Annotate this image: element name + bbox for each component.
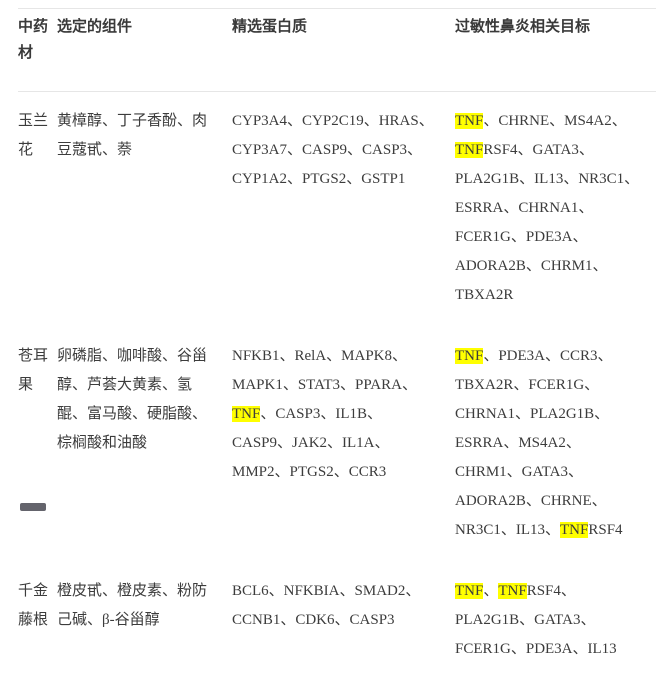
proteins-cell: NFKB1、RelA、MAPK8、MAPK1、STAT3、PPARA、TNF、C… bbox=[232, 348, 417, 480]
herb-protein-target-table-wrap: 中药材 选定的组件 精选蛋白质 过敏性鼻炎相关目标 玉兰花 黄樟醇、丁子香酚、肉… bbox=[18, 8, 656, 681]
proteins-cell: CYP3A4、CYP2C19、HRAS、CYP3A7、CASP9、CASP3、C… bbox=[232, 113, 434, 187]
components-cell: 橙皮甙、橙皮素、粉防己碱、β-谷甾醇 bbox=[57, 583, 208, 628]
cropped-bottom-artifact bbox=[20, 503, 46, 511]
column-header-targets: 过敏性鼻炎相关目标 bbox=[455, 8, 656, 92]
table-row: 千金藤根 橙皮甙、橙皮素、粉防己碱、β-谷甾醇 BCL6、NFKBIA、SMAD… bbox=[18, 562, 656, 681]
column-header-components: 选定的组件 bbox=[57, 8, 232, 92]
herb-protein-target-table: 中药材 选定的组件 精选蛋白质 过敏性鼻炎相关目标 玉兰花 黄樟醇、丁子香酚、肉… bbox=[18, 8, 656, 681]
highlighted-term: TNF bbox=[455, 583, 484, 599]
column-header-proteins: 精选蛋白质 bbox=[232, 8, 455, 92]
table-row: 玉兰花 黄樟醇、丁子香酚、肉豆蔻甙、萘 CYP3A4、CYP2C19、HRAS、… bbox=[18, 92, 656, 328]
highlighted-term: TNF bbox=[455, 348, 484, 364]
paper-table-page: 中药材 选定的组件 精选蛋白质 过敏性鼻炎相关目标 玉兰花 黄樟醇、丁子香酚、肉… bbox=[18, 8, 656, 657]
targets-cell: TNF、PDE3A、CCR3、TBXA2R、FCER1G、CHRNA1、PLA2… bbox=[455, 348, 623, 538]
herb-name: 千金藤根 bbox=[18, 583, 49, 628]
targets-cell: TNF、CHRNE、MS4A2、TNFRSF4、GATA3、PLA2G1B、IL… bbox=[455, 113, 640, 303]
highlighted-term: TNF bbox=[498, 583, 527, 599]
highlighted-term: TNF bbox=[455, 113, 484, 129]
components-cell: 黄樟醇、丁子香酚、肉豆蔻甙、萘 bbox=[57, 113, 208, 158]
header-row: 中药材 选定的组件 精选蛋白质 过敏性鼻炎相关目标 bbox=[18, 8, 656, 92]
highlighted-term: TNF bbox=[455, 142, 484, 158]
herb-name: 玉兰花 bbox=[18, 113, 49, 158]
highlighted-term: TNF bbox=[232, 406, 261, 422]
column-header-herb: 中药材 bbox=[18, 8, 57, 92]
herb-name: 苍耳果 bbox=[18, 348, 49, 393]
proteins-cell: BCL6、NFKBIA、SMAD2、CCNB1、CDK6、CASP3 bbox=[232, 583, 421, 628]
components-cell: 卵磷脂、咖啡酸、谷甾醇、芦荟大黄素、氢醌、富马酸、硬脂酸、棕榈酸和油酸 bbox=[57, 348, 208, 451]
targets-cell: TNF、TNFRSF4、PLA2G1B、GATA3、FCER1G、PDE3A、I… bbox=[455, 583, 617, 657]
highlighted-term: TNF bbox=[560, 522, 589, 538]
table-row: 苍耳果 卵磷脂、咖啡酸、谷甾醇、芦荟大黄素、氢醌、富马酸、硬脂酸、棕榈酸和油酸 … bbox=[18, 327, 656, 562]
